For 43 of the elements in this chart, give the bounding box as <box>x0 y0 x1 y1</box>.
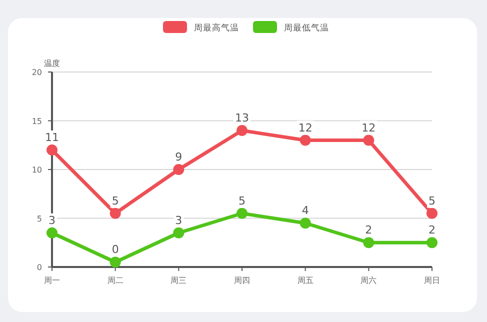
data-label: 11 <box>45 131 59 144</box>
point <box>110 256 121 268</box>
data-label: 2 <box>365 224 372 237</box>
data-label: 9 <box>175 150 182 164</box>
data-label: 4 <box>302 204 309 218</box>
point <box>300 134 311 146</box>
x-tick-label: 周四 <box>234 276 250 285</box>
legend-label: 周最低气温 <box>284 22 329 34</box>
data-label: 2 <box>428 224 436 237</box>
x-tick-label: 周日 <box>424 276 440 285</box>
data-label: 5 <box>112 194 119 208</box>
point <box>46 144 58 156</box>
data-label: 12 <box>362 121 376 134</box>
point <box>426 237 438 248</box>
x-tick-label: 周五 <box>297 276 314 285</box>
data-label: 13 <box>235 112 249 124</box>
x-tick-label: 周一 <box>44 276 60 285</box>
point <box>110 208 121 219</box>
point <box>363 134 374 146</box>
data-label: 5 <box>428 194 436 208</box>
data-label: 5 <box>238 194 246 208</box>
point <box>173 227 184 238</box>
data-label: 12 <box>298 121 312 134</box>
x-tick-label: 周六 <box>360 276 377 285</box>
y-tick-label: 20 <box>32 68 42 77</box>
y-tick-label: 10 <box>32 166 42 174</box>
data-label: 3 <box>48 214 56 227</box>
point <box>173 164 184 175</box>
data-label: 0 <box>112 243 119 256</box>
x-tick-label: 周二 <box>107 276 124 285</box>
y-axis-title: 温度 <box>44 59 60 68</box>
legend-label: 周最高气温 <box>194 22 239 34</box>
point <box>236 125 248 136</box>
data-label: 3 <box>175 214 182 227</box>
y-tick-label: 5 <box>36 214 42 224</box>
point <box>236 208 248 219</box>
point <box>363 237 374 248</box>
y-tick-label: 15 <box>32 116 42 126</box>
point <box>46 227 58 238</box>
y-tick-label: 0 <box>36 263 42 272</box>
point <box>300 218 311 229</box>
point <box>426 208 438 219</box>
x-tick-label: 周三 <box>170 276 187 285</box>
